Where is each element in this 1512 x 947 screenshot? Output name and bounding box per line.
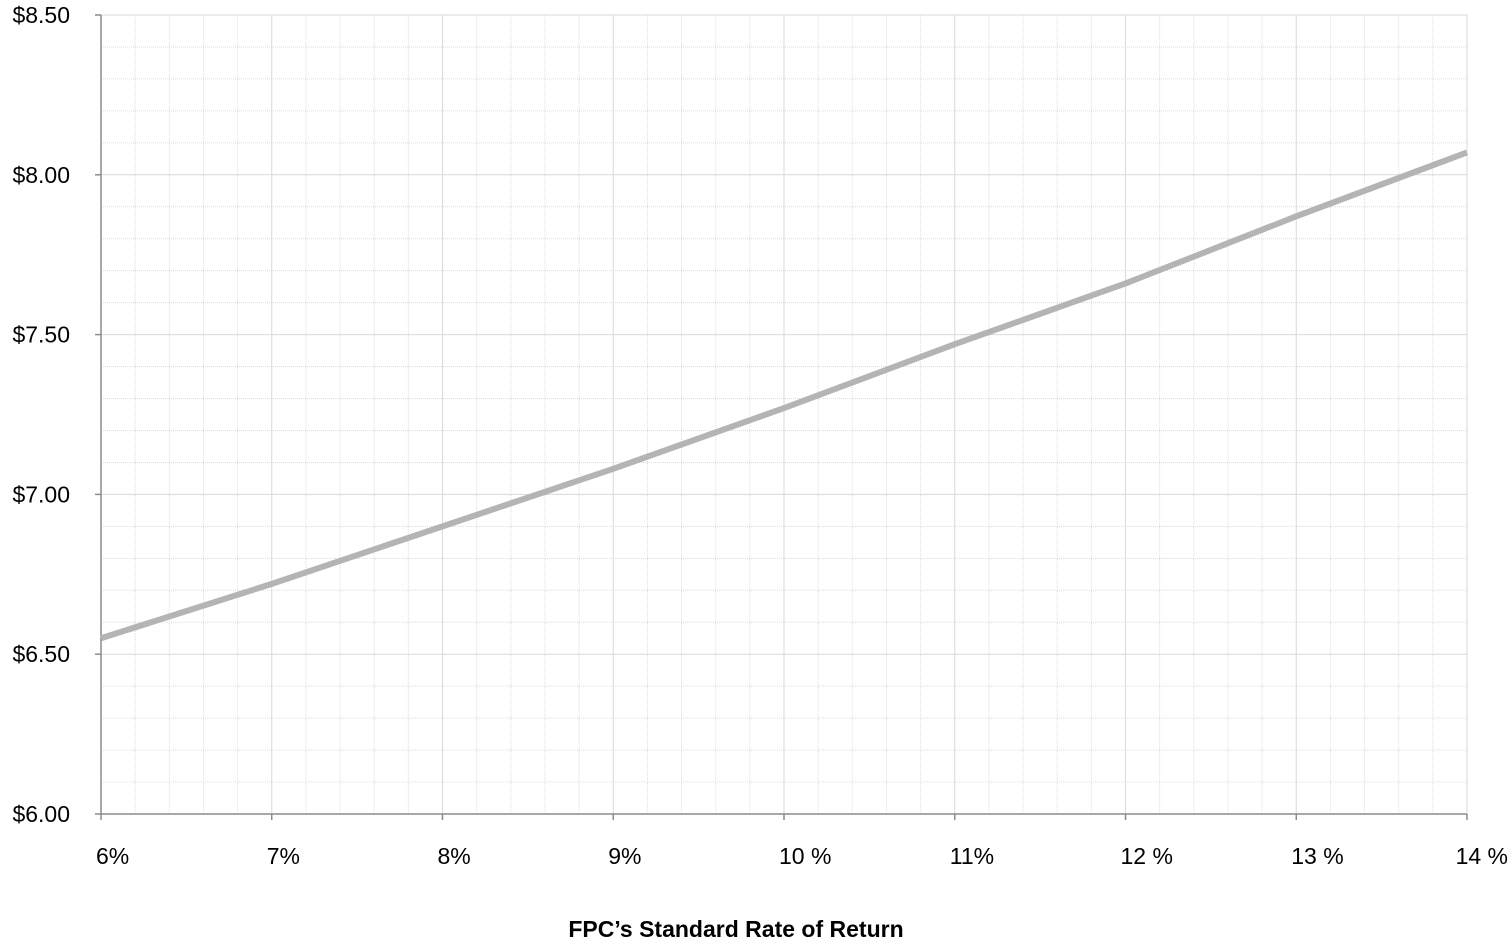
series-layer — [100, 149, 1469, 642]
x-tick-label: 6% — [96, 843, 129, 869]
x-tick-label: 7% — [267, 843, 300, 869]
x-tick-label: 10 % — [779, 843, 831, 869]
y-tick-label: $6.50 — [12, 641, 70, 667]
series-line-0 — [100, 149, 1469, 642]
x-axis-title: FPC’s Standard Rate of Return — [568, 916, 903, 942]
x-tick-labels: 6% 7% 8% 9% 10 % 11% 12 % 13 % 14 % — [96, 843, 1508, 869]
y-tick-label: $6.00 — [12, 801, 70, 827]
x-tick-label: 13 % — [1291, 843, 1343, 869]
x-tick-label: 12 % — [1121, 843, 1173, 869]
axes — [95, 14, 1468, 820]
major-gridlines — [101, 14, 1468, 814]
x-tick-label: 8% — [438, 843, 471, 869]
x-tick-label: 9% — [608, 843, 641, 869]
y-tick-label: $7.50 — [12, 322, 70, 348]
y-tick-label: $8.00 — [12, 162, 70, 188]
y-tick-label: $8.50 — [12, 2, 70, 28]
x-tick-label: 14 % — [1456, 843, 1508, 869]
y-tick-labels: $6.00 $6.50 $7.00 $7.50 $8.00 $8.50 — [12, 2, 70, 827]
x-tick-label: 11% — [950, 843, 994, 869]
y-tick-label: $7.00 — [12, 481, 70, 507]
